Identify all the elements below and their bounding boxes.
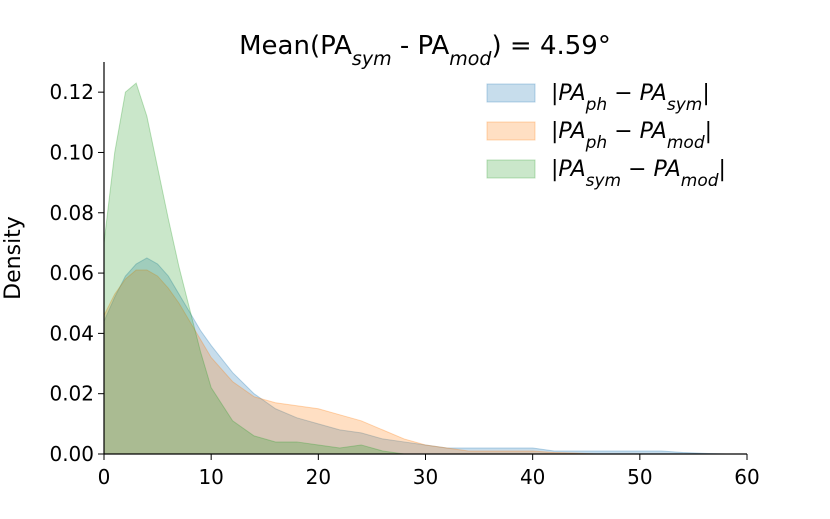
- y-tick-label: 0.12: [49, 80, 94, 104]
- legend-label-part: |PA: [551, 81, 586, 106]
- title-part: sym: [352, 48, 392, 70]
- title-part: - PA: [392, 31, 450, 61]
- legend-swatch: [486, 159, 536, 179]
- legend-label-part: mod: [681, 171, 719, 191]
- legend-label-part: − PA: [607, 81, 667, 106]
- y-tick-label: 0.06: [49, 261, 94, 285]
- y-axis-label: Density: [1, 216, 26, 300]
- chart-title: Mean(PAsym - PAmod) = 4.59°: [239, 31, 611, 70]
- legend-swatch: [486, 121, 536, 141]
- x-tick-label: 30: [413, 465, 438, 489]
- legend-label-part: |: [702, 81, 709, 106]
- y-tick-label: 0.04: [49, 321, 94, 345]
- legend-label-part: |: [719, 157, 726, 182]
- legend-label-part: ph: [585, 133, 608, 153]
- x-tick-label: 10: [198, 465, 223, 489]
- legend-label: |PAph − PAmod|: [551, 119, 712, 153]
- x-tick-label: 20: [306, 465, 331, 489]
- legend-label-part: sym: [586, 171, 621, 191]
- x-tick-label: 0: [98, 465, 111, 489]
- y-tick-label: 0.08: [49, 201, 94, 225]
- x-tick-label: 60: [734, 465, 759, 489]
- y-tick-label: 0.00: [49, 442, 94, 466]
- legend-label-part: |: [705, 119, 712, 144]
- y-tick-label: 0.10: [49, 140, 94, 164]
- legend-label-part: |PA: [551, 157, 586, 182]
- legend-label-part: ph: [585, 95, 608, 115]
- legend-label: |PAph − PAsym|: [551, 81, 710, 115]
- legend-label-part: − PA: [621, 157, 681, 182]
- legend-swatch: [486, 83, 536, 103]
- x-tick-label: 50: [627, 465, 652, 489]
- title-part: Mean(PA: [239, 31, 352, 61]
- legend-label-part: sym: [667, 95, 702, 115]
- title-part: mod: [449, 48, 492, 70]
- legend-label-part: mod: [667, 133, 705, 153]
- density-area: [103, 257, 747, 455]
- legend-label-part: − PA: [607, 119, 667, 144]
- y-tick-label: 0.02: [49, 382, 94, 406]
- x-tick-label: 40: [520, 465, 545, 489]
- title-part: ) = 4.59°: [492, 31, 611, 61]
- legend-label-part: |PA: [551, 119, 586, 144]
- legend-label: |PAsym − PAmod|: [551, 157, 726, 191]
